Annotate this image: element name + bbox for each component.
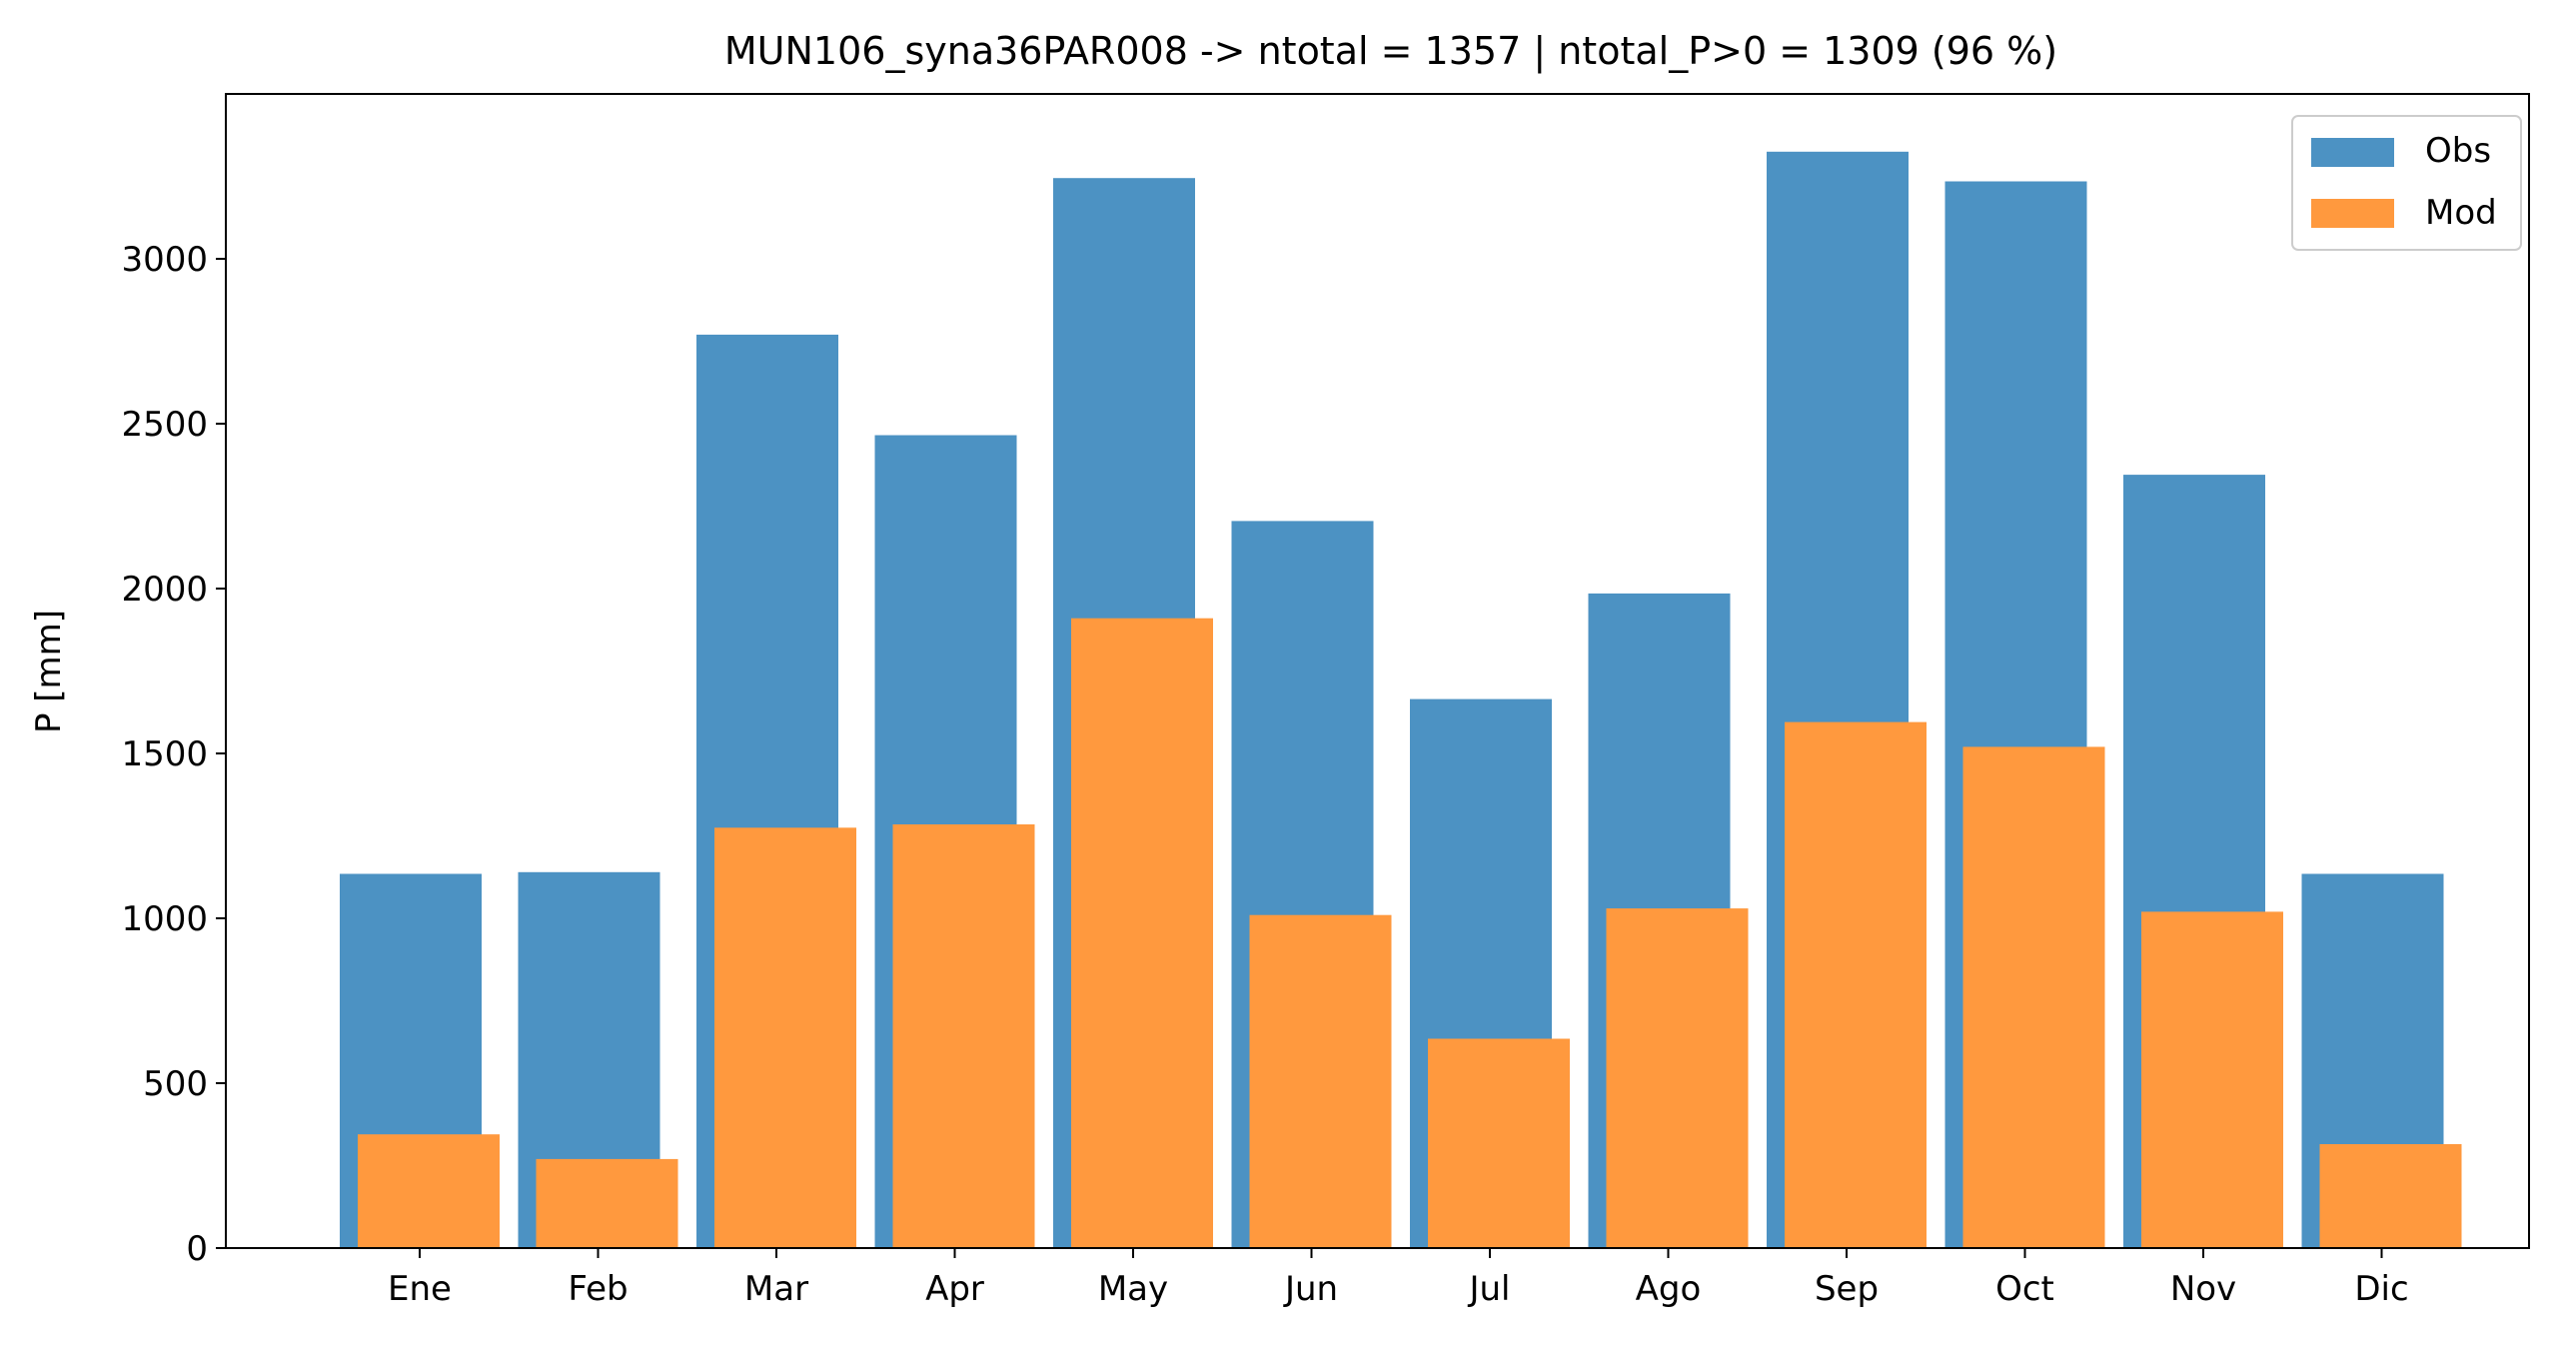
x-tick-label-jun: Jun <box>1283 1269 1338 1309</box>
x-axis: Ene Feb Mar Apr May Jun Jul Ago Sep Oct Nov Dic <box>388 1248 2409 1309</box>
bar-mod-sep <box>1785 721 1927 1248</box>
bar-mod-mar <box>714 827 856 1249</box>
x-tick-label-may: May <box>1098 1269 1168 1309</box>
y-tick-label: 2500 <box>121 405 208 445</box>
x-tick-label-apr: Apr <box>925 1269 984 1309</box>
legend-label-obs: Obs <box>2425 131 2491 171</box>
x-tick-label-feb: Feb <box>568 1269 628 1309</box>
bar-mod-jun <box>1249 914 1392 1248</box>
y-tick-label: 2000 <box>121 570 208 610</box>
x-tick-label-jul: Jul <box>1467 1269 1510 1309</box>
y-axis: 0 500 1000 1500 2000 2500 3000 <box>121 240 226 1269</box>
x-tick-label-ago: Ago <box>1636 1269 1702 1309</box>
bar-mod-ago <box>1606 908 1749 1248</box>
y-tick-label: 1500 <box>121 734 208 774</box>
y-axis-label: P [mm] <box>29 610 69 733</box>
bar-mod-nov <box>2141 911 2283 1248</box>
bar-mod-dic <box>2319 1144 2462 1248</box>
x-tick-label-mar: Mar <box>744 1269 808 1309</box>
bar-mod-feb <box>536 1158 678 1248</box>
bar-mod-oct <box>1962 746 2105 1248</box>
x-tick-label-sep: Sep <box>1815 1269 1879 1309</box>
x-tick-label-ene: Ene <box>388 1269 452 1309</box>
bar-mod-jul <box>1428 1038 1570 1248</box>
series-mod-bars <box>358 618 2462 1249</box>
bar-mod-ene <box>358 1134 500 1248</box>
x-tick-label-nov: Nov <box>2170 1269 2236 1309</box>
legend-swatch-obs <box>2311 138 2394 167</box>
y-tick-label: 500 <box>143 1064 208 1104</box>
legend: Obs Mod <box>2291 115 2522 251</box>
y-tick-label: 1000 <box>121 899 208 939</box>
x-tick-label-oct: Oct <box>1995 1269 2054 1309</box>
legend-label-mod: Mod <box>2425 193 2497 233</box>
legend-swatch-mod <box>2311 199 2394 228</box>
x-tick-label-dic: Dic <box>2354 1269 2408 1309</box>
y-tick-label: 3000 <box>121 240 208 280</box>
y-tick-label: 0 <box>186 1229 208 1269</box>
chart-title: MUN106_syna36PAR008 -> ntotal = 1357 | n… <box>724 29 2057 74</box>
plot-frame <box>225 93 2530 1249</box>
bar-mod-may <box>1071 618 1213 1248</box>
bar-mod-apr <box>892 824 1035 1248</box>
